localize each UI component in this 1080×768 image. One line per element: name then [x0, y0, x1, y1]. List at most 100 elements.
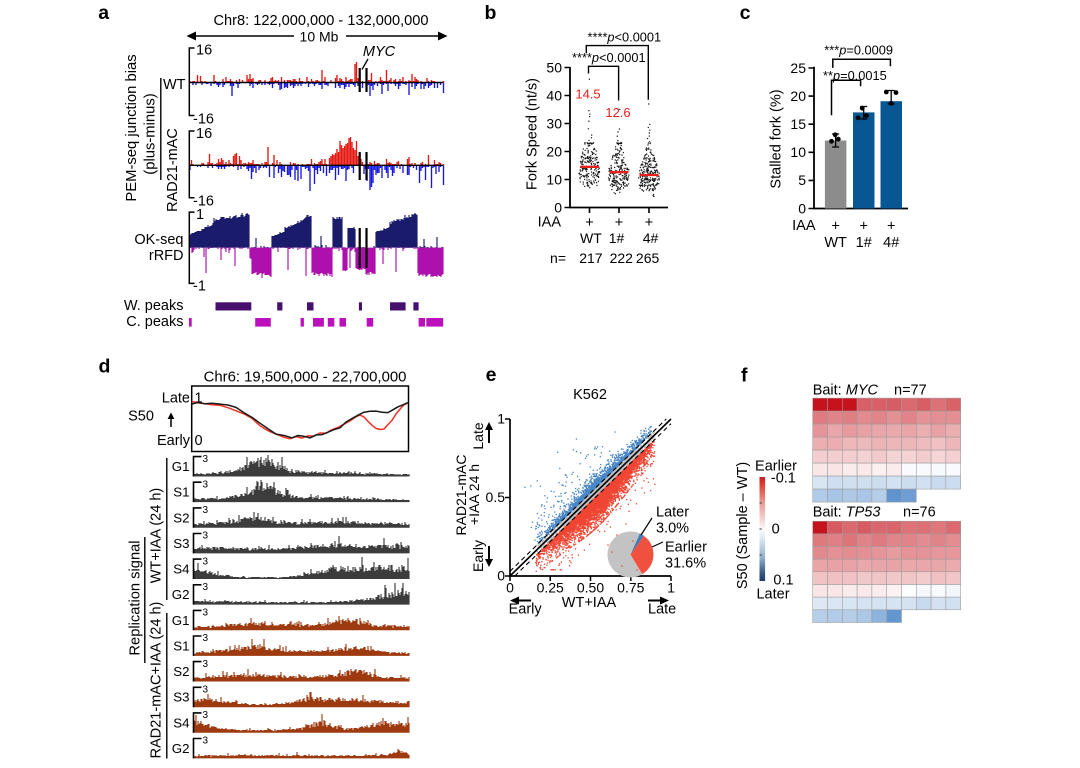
svg-text:b: b: [485, 2, 497, 24]
svg-text:G2: G2: [172, 741, 190, 756]
svg-text:0: 0: [798, 200, 806, 216]
svg-text:10 Mb: 10 Mb: [300, 29, 339, 45]
svg-text:Earlier: Earlier: [755, 459, 797, 475]
svg-text:WT: WT: [580, 230, 602, 246]
svg-text:+: +: [645, 215, 653, 231]
svg-text:25: 25: [790, 60, 806, 76]
svg-text:G1: G1: [172, 613, 190, 628]
svg-text:WT: WT: [824, 235, 847, 251]
svg-text:Early: Early: [157, 433, 191, 449]
svg-text:20: 20: [790, 88, 806, 104]
svg-text:Later: Later: [756, 587, 789, 603]
svg-text:d: d: [99, 355, 111, 377]
svg-text:3: 3: [203, 454, 209, 465]
svg-text:3: 3: [203, 531, 209, 542]
svg-text:rRFD: rRFD: [149, 248, 184, 264]
svg-text:Earlier: Earlier: [665, 540, 707, 556]
svg-text:+: +: [887, 219, 895, 235]
svg-text:S1: S1: [173, 638, 189, 653]
svg-text:10: 10: [546, 171, 562, 187]
svg-text:Stalled fork (%): Stalled fork (%): [769, 89, 785, 188]
svg-text:14.5: 14.5: [575, 87, 600, 102]
svg-text:Late: Late: [648, 602, 676, 618]
svg-text:WT+IAA (24 h): WT+IAA (24 h): [148, 488, 164, 584]
svg-text:20: 20: [546, 143, 562, 159]
svg-text:Later: Later: [656, 505, 689, 521]
svg-text:Late: Late: [162, 391, 190, 407]
svg-text:G2: G2: [172, 587, 190, 602]
svg-text:W. peaks: W. peaks: [124, 298, 184, 314]
svg-text:+: +: [585, 215, 593, 231]
svg-text:1: 1: [497, 411, 505, 427]
svg-text:S50 (Sample – WT): S50 (Sample – WT): [735, 462, 751, 589]
svg-text:Early: Early: [509, 602, 543, 618]
svg-text:0.25: 0.25: [537, 580, 564, 596]
svg-text:1: 1: [195, 391, 203, 407]
svg-text:4#: 4#: [883, 235, 899, 251]
svg-text:a: a: [98, 2, 109, 24]
svg-text:Bait: MYC: Bait: MYC: [813, 383, 879, 399]
svg-text:+: +: [615, 215, 623, 231]
svg-text:31.6%: 31.6%: [665, 556, 706, 572]
svg-text:0: 0: [554, 199, 562, 215]
svg-text:WT: WT: [163, 77, 186, 93]
svg-text:5: 5: [798, 172, 806, 188]
svg-text:+: +: [831, 219, 839, 235]
svg-text:S3: S3: [173, 690, 189, 705]
svg-text:Late: Late: [470, 422, 486, 449]
svg-text:217: 217: [579, 250, 603, 266]
svg-text:3: 3: [203, 659, 209, 670]
svg-text:40: 40: [546, 87, 562, 103]
svg-text:3.0%: 3.0%: [656, 521, 689, 537]
svg-text:50: 50: [546, 59, 562, 75]
svg-text:0: 0: [772, 522, 780, 538]
svg-text:3: 3: [203, 633, 209, 644]
svg-text:f: f: [741, 365, 748, 387]
svg-text:WT+IAA: WT+IAA: [562, 595, 617, 611]
svg-text:IAA: IAA: [792, 218, 816, 234]
svg-text:16: 16: [196, 43, 212, 59]
svg-text:222: 222: [610, 250, 634, 266]
svg-text:+: +: [859, 219, 867, 235]
svg-text:Bait: TP53: Bait: TP53: [813, 505, 881, 521]
svg-text:***p=0.0009: ***p=0.0009: [824, 43, 893, 58]
svg-text:3: 3: [203, 736, 209, 747]
svg-text:265: 265: [636, 250, 660, 266]
svg-text:0: 0: [497, 568, 505, 584]
svg-text:-16: -16: [193, 194, 214, 210]
svg-text:3: 3: [203, 608, 209, 619]
svg-text:****p<0.0001: ****p<0.0001: [588, 30, 662, 45]
svg-text:RAD21-mAC: RAD21-mAC: [453, 455, 469, 536]
svg-text:OK-seq: OK-seq: [134, 232, 183, 248]
svg-text:IAA: IAA: [538, 215, 562, 231]
svg-text:e: e: [486, 364, 497, 386]
svg-text:C. peaks: C. peaks: [126, 314, 183, 330]
svg-text:3: 3: [203, 685, 209, 696]
svg-text:MYC: MYC: [363, 44, 396, 60]
svg-text:Fork Speed (nt/s): Fork Speed (nt/s): [525, 78, 541, 190]
svg-text:Early: Early: [470, 540, 486, 572]
svg-text:3: 3: [203, 479, 209, 490]
svg-text:S4: S4: [173, 562, 189, 577]
svg-text:3: 3: [203, 710, 209, 721]
svg-text:1: 1: [667, 580, 675, 596]
svg-text:S3: S3: [173, 536, 189, 551]
svg-text:4#: 4#: [643, 230, 659, 246]
svg-text:RAD21-mAC: RAD21-mAC: [165, 128, 181, 212]
svg-text:RAD21-mAC+IAA (24 h): RAD21-mAC+IAA (24 h): [148, 602, 164, 759]
svg-text:0: 0: [195, 433, 203, 449]
svg-text:Chr6: 19,500,000 - 22,700,000: Chr6: 19,500,000 - 22,700,000: [204, 370, 407, 386]
svg-text:K562: K562: [573, 387, 607, 403]
svg-text:(plus-minus): (plus-minus): [143, 93, 159, 174]
svg-text:0: 0: [506, 580, 514, 596]
svg-text:-16: -16: [193, 112, 214, 128]
svg-text:0.1: 0.1: [773, 573, 793, 589]
svg-text:0.75: 0.75: [617, 580, 644, 596]
svg-text:30: 30: [546, 115, 562, 131]
svg-text:3: 3: [203, 556, 209, 567]
svg-text:3: 3: [203, 505, 209, 516]
svg-text:15: 15: [790, 116, 806, 132]
svg-text:10: 10: [790, 144, 806, 160]
svg-text:n=: n=: [550, 250, 566, 266]
svg-text:3: 3: [203, 582, 209, 593]
